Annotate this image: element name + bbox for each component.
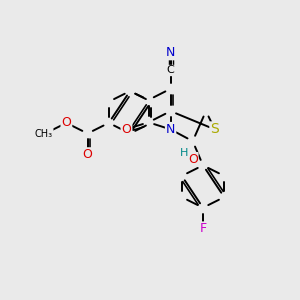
Text: N: N [166, 123, 175, 136]
Text: S: S [210, 122, 219, 136]
Text: O: O [61, 116, 71, 129]
Text: O: O [122, 123, 131, 136]
Text: O: O [188, 153, 198, 166]
Text: N: N [166, 46, 175, 59]
Text: C: C [167, 65, 175, 76]
Text: H: H [180, 148, 189, 158]
Text: O: O [82, 148, 92, 161]
Text: CH₃: CH₃ [34, 128, 53, 139]
Text: F: F [200, 222, 207, 236]
